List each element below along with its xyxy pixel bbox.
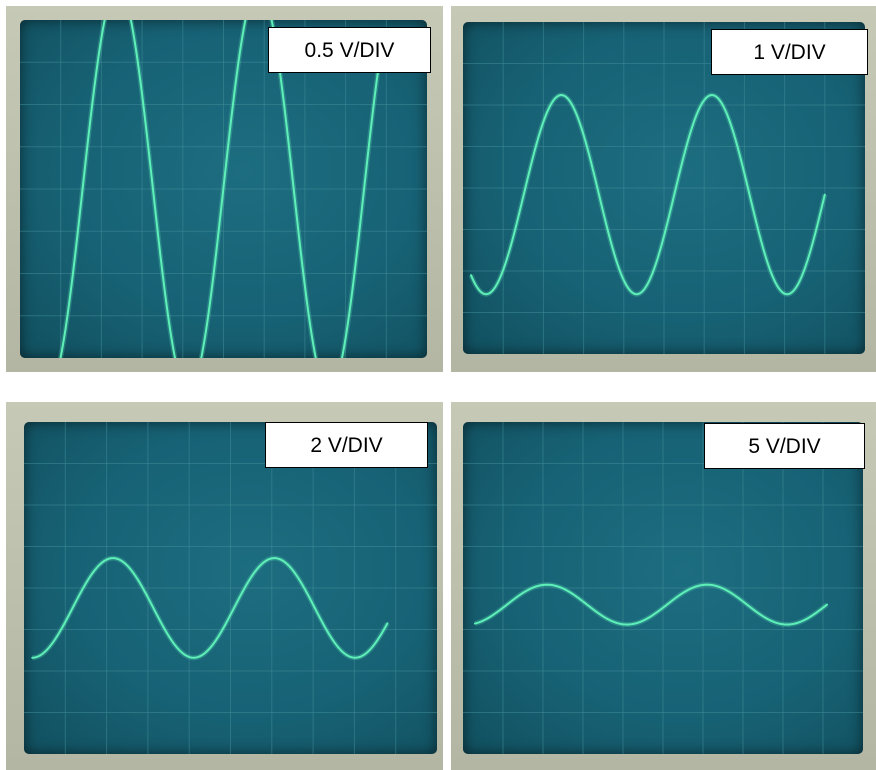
volts-per-div-label: 0.5 V/DIV <box>268 27 431 73</box>
graticule <box>463 422 863 754</box>
oscilloscope-panel-4: 5 V/DIV <box>451 402 876 770</box>
oscilloscope-screen <box>463 22 865 354</box>
sine-trace <box>31 557 389 659</box>
screen-canvas <box>463 422 863 754</box>
graticule <box>20 20 427 358</box>
sine-trace <box>59 20 380 358</box>
screen-canvas <box>20 20 427 358</box>
graticule <box>463 22 865 354</box>
oscilloscope-screen <box>24 422 437 754</box>
screen-canvas <box>463 22 865 354</box>
volts-per-div-label: 1 V/DIV <box>711 29 868 75</box>
oscilloscope-panel-3: 2 V/DIV <box>6 402 443 770</box>
oscilloscope-screen <box>463 422 863 754</box>
sine-trace <box>474 583 828 626</box>
volts-per-div-label: 2 V/DIV <box>265 422 428 468</box>
oscilloscope-panel-1: 0.5 V/DIV <box>6 6 443 372</box>
screen-canvas <box>24 422 437 754</box>
volts-per-div-label: 5 V/DIV <box>704 423 865 469</box>
oscilloscope-panel-2: 1 V/DIV <box>451 6 876 372</box>
sine-trace <box>470 94 826 296</box>
oscilloscope-screen <box>20 20 427 358</box>
